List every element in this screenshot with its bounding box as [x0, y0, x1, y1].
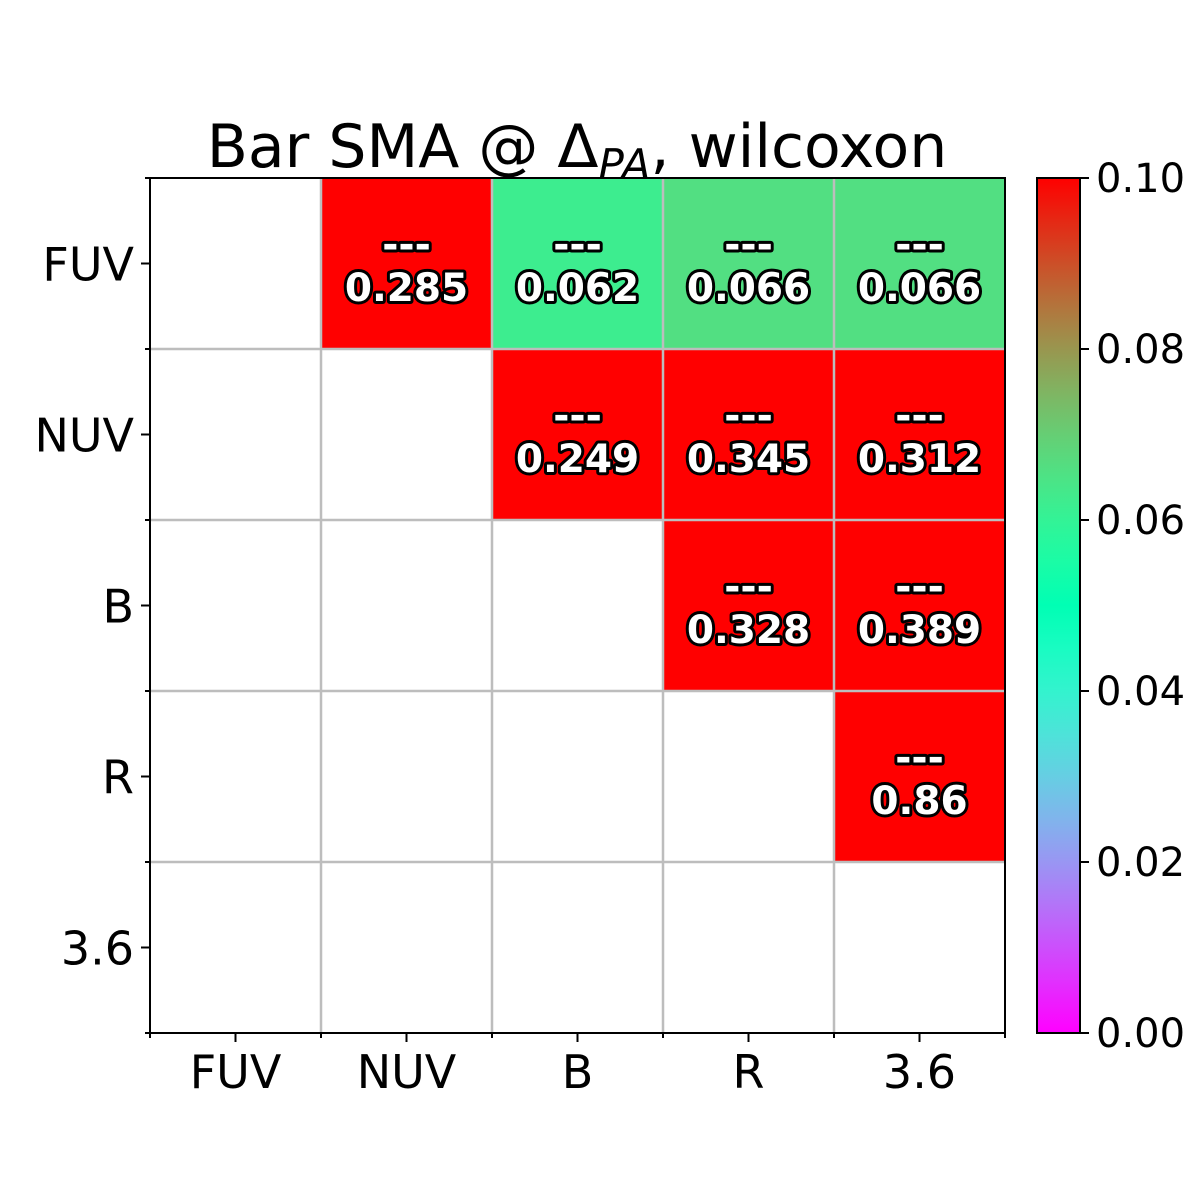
heatmap-cell [834, 520, 1005, 691]
heatmap-cell [663, 178, 834, 349]
cell-value-label: 0.389 [858, 608, 981, 653]
colorbar-tick-label: 0.02 [1096, 840, 1185, 886]
cell-value-label: 0.328 [687, 608, 810, 653]
heatmap-cell [834, 691, 1005, 862]
x-tick-label: R [733, 1045, 765, 1099]
cell-top-label: --- [724, 223, 773, 268]
cell-value-label: 0.86 [871, 779, 967, 824]
y-tick-label: NUV [34, 409, 134, 463]
x-tick-label: 3.6 [883, 1045, 956, 1099]
colorbar-tick-label: 0.08 [1096, 327, 1185, 373]
cell-top-label: --- [382, 223, 431, 268]
cell-top-label: --- [895, 736, 944, 781]
cell-value-label: 0.066 [858, 266, 981, 311]
x-tick-label: FUV [190, 1045, 282, 1099]
chart-title-suffix: , wilcoxon [650, 112, 947, 182]
cell-value-label: 0.249 [516, 437, 639, 482]
heatmap-cell [492, 349, 663, 520]
chart-title-main: Bar SMA @ Δ [207, 112, 599, 182]
y-tick-label: 3.6 [61, 922, 134, 976]
heatmap-cell [663, 520, 834, 691]
heatmap-cell [834, 349, 1005, 520]
cell-top-label: --- [895, 223, 944, 268]
colorbar: 0.00 0.02 0.04 0.06 0.08 0.10 [1036, 156, 1185, 1057]
x-tick-label: B [562, 1045, 594, 1099]
cell-value-label: 0.285 [345, 266, 468, 311]
x-tick-label: NUV [357, 1045, 457, 1099]
cell-top-label: --- [895, 394, 944, 439]
y-tick-label: B [102, 580, 134, 634]
cell-value-label: 0.066 [687, 266, 810, 311]
heatmap-cell [834, 178, 1005, 349]
colorbar-tick-label: 0.10 [1096, 156, 1185, 202]
cell-value-label: 0.062 [516, 266, 639, 311]
cell-top-label: --- [895, 565, 944, 610]
cell-top-label: --- [724, 565, 773, 610]
heatmap-cell [663, 349, 834, 520]
colorbar-tick-label: 0.06 [1096, 498, 1185, 544]
chart-title: Bar SMA @ ΔPA, wilcoxon [207, 112, 948, 189]
y-tick-label: R [102, 751, 134, 805]
cell-top-label: --- [553, 223, 602, 268]
colorbar-tick-label: 0.04 [1096, 669, 1185, 715]
cell-value-label: 0.312 [858, 437, 981, 482]
heatmap-cell [321, 178, 492, 349]
colorbar-gradient [1036, 177, 1081, 1034]
cell-top-label: --- [553, 394, 602, 439]
cell-top-label: --- [724, 394, 773, 439]
plot-area: ---0.285---0.062---0.066---0.066---0.249… [34, 177, 1006, 1099]
y-tick-label: FUV [42, 238, 134, 292]
heatmap-cell [492, 178, 663, 349]
cell-value-label: 0.345 [687, 437, 810, 482]
colorbar-tick-label: 0.00 [1096, 1011, 1185, 1057]
